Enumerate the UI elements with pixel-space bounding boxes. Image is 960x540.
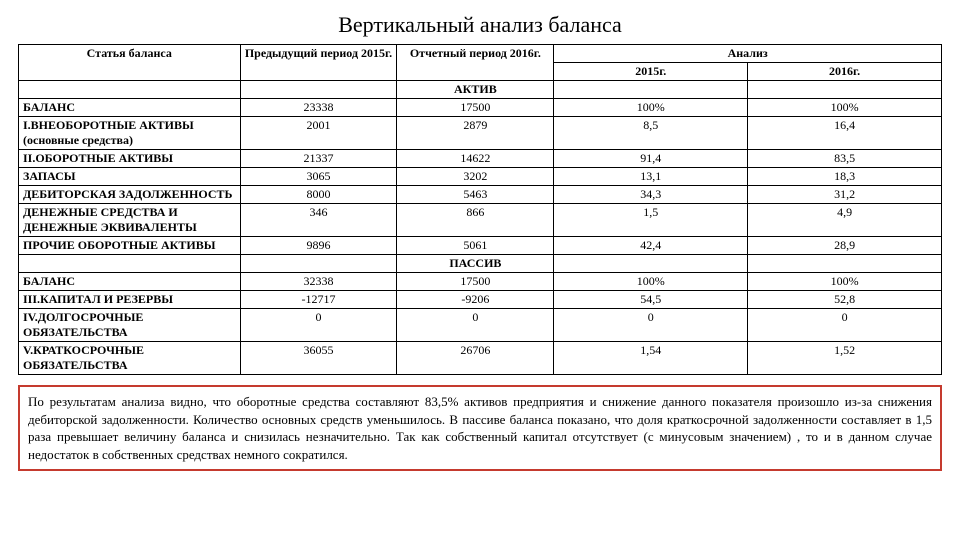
table-row: ПРОЧИЕ ОБОРОТНЫЕ АКТИВЫ9896506142,428,9 [19, 237, 942, 255]
table-row: БАЛАНС2333817500100%100% [19, 99, 942, 117]
header-analysis: Анализ [554, 45, 942, 63]
table-row: IV.ДОЛГОСРОЧНЫЕ ОБЯЗАТЕЛЬСТВА0000 [19, 309, 942, 342]
header-2016: 2016г. [748, 63, 942, 81]
table-row: III.КАПИТАЛ И РЕЗЕРВЫ-12717-920654,552,8 [19, 291, 942, 309]
page-title: Вертикальный анализ баланса [18, 12, 942, 38]
table-row: ДЕБИТОРСКАЯ ЗАДОЛЖЕННОСТЬ8000546334,331,… [19, 186, 942, 204]
header-prev: Предыдущий период 2015г. [240, 45, 397, 81]
table-row: ЗАПАСЫ3065320213,118,3 [19, 168, 942, 186]
table-row: I.ВНЕОБОРОТНЫЕ АКТИВЫ (основные средства… [19, 117, 942, 150]
header-article: Статья баланса [19, 45, 241, 81]
section-row: ПАССИВ [19, 255, 942, 273]
table-row: БАЛАНС3233817500100%100% [19, 273, 942, 291]
table-row: V.КРАТКОСРОЧНЫЕ ОБЯЗАТЕЛЬСТВА36055267061… [19, 342, 942, 375]
balance-table: Статья баланса Предыдущий период 2015г. … [18, 44, 942, 375]
analysis-text: По результатам анализа видно, что оборот… [18, 385, 942, 471]
header-2015: 2015г. [554, 63, 748, 81]
table-row: ДЕНЕЖНЫЕ СРЕДСТВА И ДЕНЕЖНЫЕ ЭКВИВАЛЕНТЫ… [19, 204, 942, 237]
header-curr: Отчетный период 2016г. [397, 45, 554, 81]
section-row: АКТИВ [19, 81, 942, 99]
table-row: II.ОБОРОТНЫЕ АКТИВЫ213371462291,483,5 [19, 150, 942, 168]
